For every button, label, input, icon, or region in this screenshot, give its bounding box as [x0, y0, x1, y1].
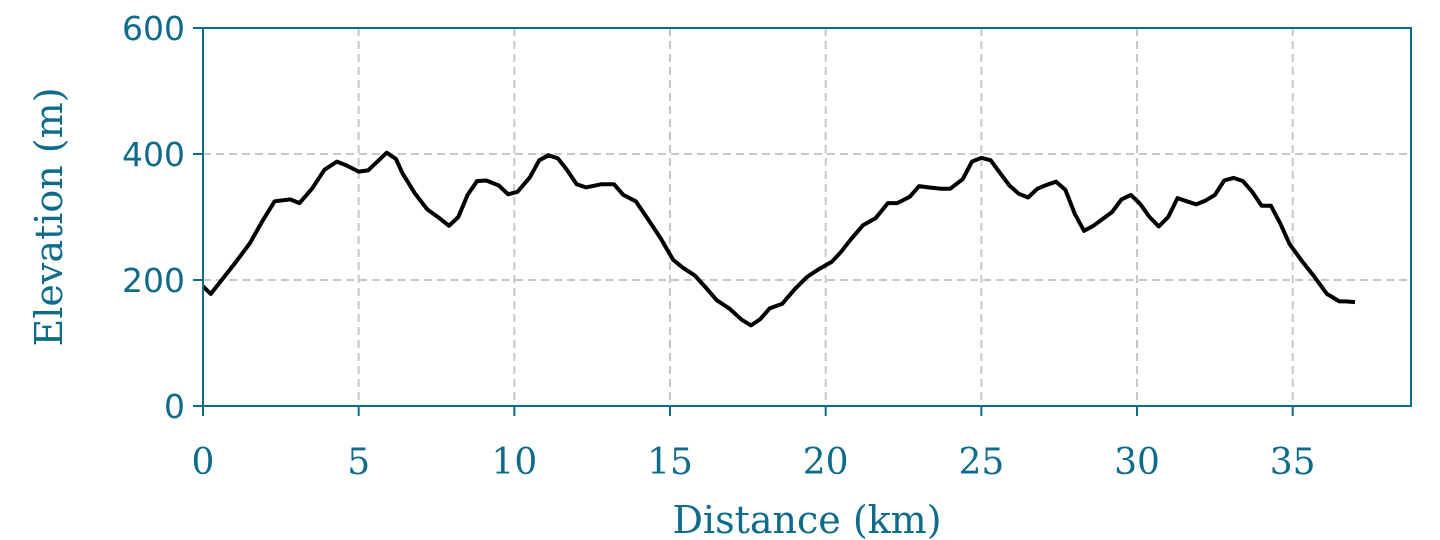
- y-tick-label: 600: [122, 9, 185, 48]
- x-tick-label: 35: [1270, 442, 1316, 483]
- y-tick-label: 400: [122, 135, 185, 174]
- series-layer: [201, 150, 1356, 328]
- grid: [203, 27, 1411, 406]
- x-tick-label: 5: [347, 442, 370, 483]
- y-tick-label: 200: [122, 261, 185, 300]
- x-tick-label: 30: [1114, 442, 1160, 483]
- x-axis-label: Distance (km): [672, 498, 941, 540]
- y-axis-ticks: 0 200 400 600: [122, 9, 203, 426]
- x-tick-label: 15: [647, 442, 693, 483]
- x-tick-label: 10: [491, 442, 537, 483]
- x-tick-label: 0: [192, 442, 215, 483]
- x-tick-label: 25: [958, 442, 1004, 483]
- elevation-line: [201, 150, 1356, 328]
- y-tick-label: 0: [164, 387, 185, 426]
- plot-frame: [202, 27, 1412, 407]
- y-axis-label: Elevation (m): [27, 87, 71, 346]
- x-tick-label: 20: [803, 442, 849, 483]
- x-axis-ticks: 0 5 10 15 20 25 30 35: [192, 406, 1316, 483]
